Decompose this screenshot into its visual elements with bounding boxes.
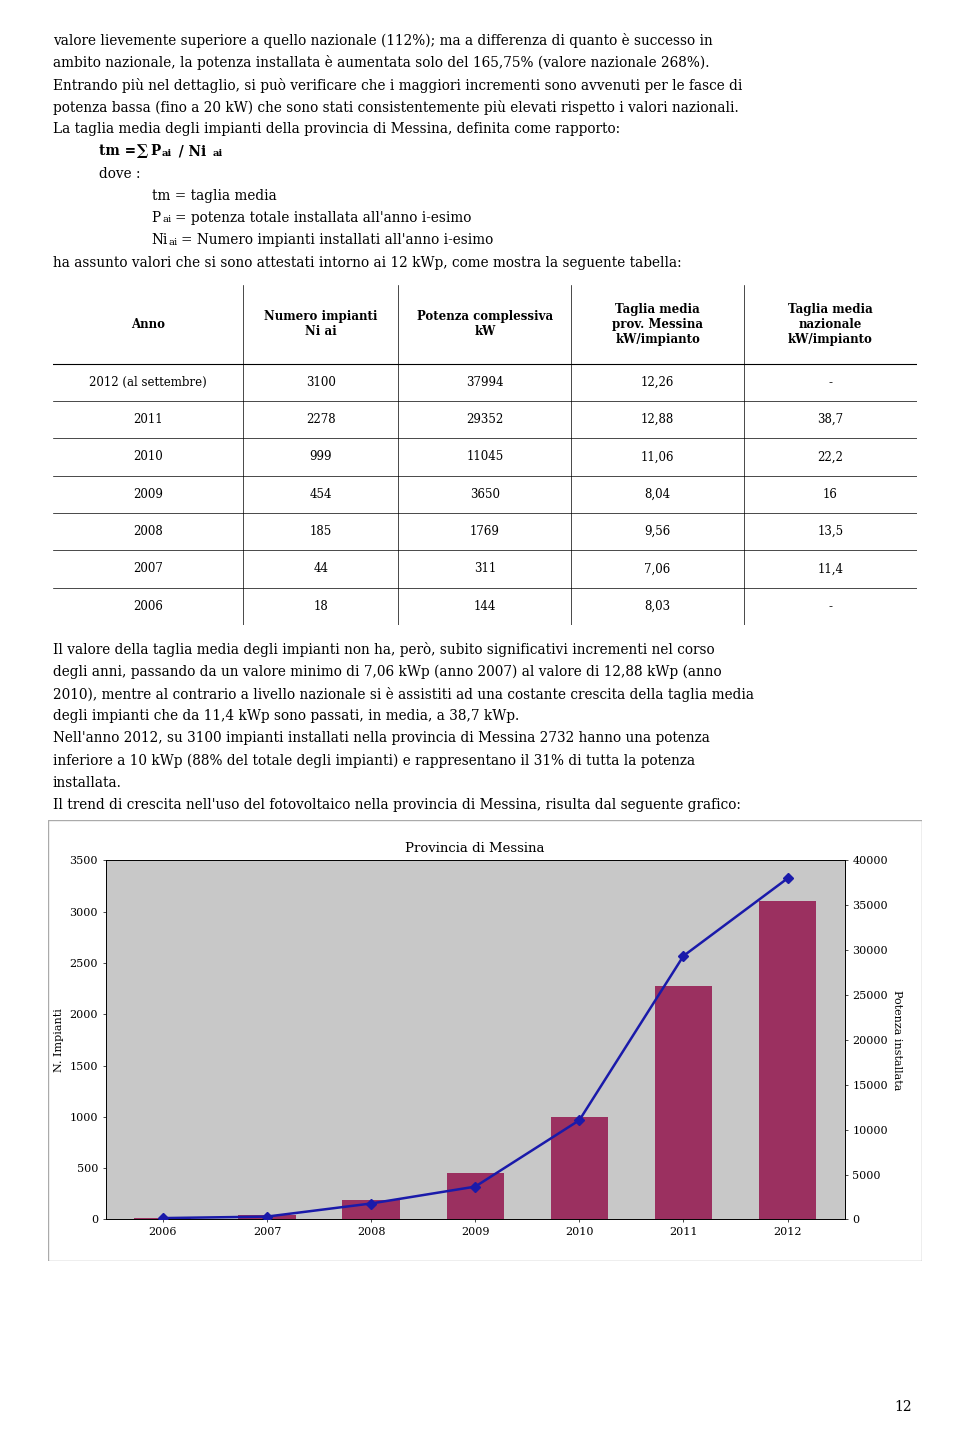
Text: Potenza complessiva
kW: Potenza complessiva kW — [417, 310, 553, 337]
Text: P: P — [151, 144, 161, 158]
Text: Taglia media
prov. Messina
kW/impianto: Taglia media prov. Messina kW/impianto — [612, 303, 703, 346]
Text: 11,06: 11,06 — [641, 451, 674, 464]
Bar — [53, 513, 917, 550]
Text: La taglia media degli impianti della provincia di Messina, definita come rapport: La taglia media degli impianti della pro… — [53, 122, 620, 136]
Text: -: - — [828, 600, 832, 613]
Bar — [53, 401, 917, 438]
Text: ai: ai — [161, 148, 172, 158]
Text: ai: ai — [162, 215, 172, 224]
Bar — [53, 438, 917, 475]
Text: Taglia media
nazionale
kW/impianto: Taglia media nazionale kW/impianto — [788, 303, 873, 346]
Text: Il valore della taglia media degli impianti non ha, però, subito significativi i: Il valore della taglia media degli impia… — [53, 642, 714, 658]
Text: 2006: 2006 — [132, 600, 163, 613]
Text: = potenza totale installata all'anno i-esimo: = potenza totale installata all'anno i-e… — [175, 211, 471, 225]
Text: 1769: 1769 — [469, 526, 500, 538]
Text: 12,26: 12,26 — [641, 376, 674, 389]
Text: potenza bassa (fino a 20 kW) che sono stati consistentemente più elevati rispett: potenza bassa (fino a 20 kW) che sono st… — [53, 99, 738, 115]
Text: 38,7: 38,7 — [817, 414, 844, 426]
Text: 7,06: 7,06 — [644, 563, 671, 576]
Text: 18: 18 — [313, 600, 328, 613]
Title: Provincia di Messina: Provincia di Messina — [405, 841, 545, 854]
Bar — [134, 1218, 191, 1219]
Text: -: - — [828, 376, 832, 389]
Bar — [238, 1215, 296, 1219]
Text: 2278: 2278 — [306, 414, 335, 426]
Text: 454: 454 — [309, 488, 332, 501]
Bar — [53, 363, 917, 401]
Bar — [53, 587, 917, 625]
Text: 29352: 29352 — [467, 414, 503, 426]
Bar — [53, 550, 917, 587]
Text: 8,04: 8,04 — [644, 488, 671, 501]
Text: 13,5: 13,5 — [817, 526, 844, 538]
Text: 37994: 37994 — [466, 376, 504, 389]
Bar — [446, 1173, 504, 1219]
Text: 2011: 2011 — [133, 414, 162, 426]
Text: 16: 16 — [823, 488, 838, 501]
Bar — [53, 475, 917, 513]
Text: = Numero impianti installati all'anno i-esimo: = Numero impianti installati all'anno i-… — [181, 233, 493, 247]
Text: tm = taglia media: tm = taglia media — [152, 188, 276, 202]
Bar — [551, 1117, 608, 1219]
Text: 3650: 3650 — [469, 488, 500, 501]
Text: / Ni: / Ni — [174, 144, 206, 158]
Text: 2012 (al settembre): 2012 (al settembre) — [89, 376, 206, 389]
Text: degli anni, passando da un valore minimo di 7,06 kWp (anno 2007) al valore di 12: degli anni, passando da un valore minimo… — [53, 665, 721, 679]
Text: 9,56: 9,56 — [644, 526, 671, 538]
Text: 999: 999 — [309, 451, 332, 464]
Bar — [53, 284, 917, 363]
Text: P: P — [152, 211, 161, 225]
Text: 144: 144 — [473, 600, 496, 613]
Text: 8,03: 8,03 — [644, 600, 671, 613]
Text: 311: 311 — [473, 563, 496, 576]
Bar — [759, 902, 816, 1219]
Text: installata.: installata. — [53, 775, 122, 790]
Text: 12,88: 12,88 — [641, 414, 674, 426]
Text: Entrando più nel dettaglio, si può verificare che i maggiori incrementi sono avv: Entrando più nel dettaglio, si può verif… — [53, 78, 742, 92]
Text: 3100: 3100 — [305, 376, 336, 389]
Text: tm =: tm = — [99, 144, 141, 158]
Text: Ni: Ni — [152, 233, 168, 247]
Text: ∑: ∑ — [137, 144, 149, 158]
Text: valore lievemente superiore a quello nazionale (112%); ma a differenza di quanto: valore lievemente superiore a quello naz… — [53, 33, 712, 47]
Text: dove :: dove : — [99, 167, 140, 181]
Text: 2010), mentre al contrario a livello nazionale si è assistiti ad una costante cr: 2010), mentre al contrario a livello naz… — [53, 686, 754, 702]
Text: 2007: 2007 — [132, 563, 163, 576]
Text: Nell'anno 2012, su 3100 impianti installati nella provincia di Messina 2732 hann: Nell'anno 2012, su 3100 impianti install… — [53, 731, 709, 745]
Text: Numero impianti
Ni ai: Numero impianti Ni ai — [264, 310, 377, 337]
Text: inferiore a 10 kWp (88% del totale degli impianti) e rappresentano il 31% di tut: inferiore a 10 kWp (88% del totale degli… — [53, 754, 695, 768]
Y-axis label: N. Impianti: N. Impianti — [54, 1008, 64, 1071]
Text: degli impianti che da 11,4 kWp sono passati, in media, a 38,7 kWp.: degli impianti che da 11,4 kWp sono pass… — [53, 709, 519, 722]
Text: ai: ai — [212, 148, 223, 158]
Bar — [343, 1200, 399, 1219]
Text: 185: 185 — [309, 526, 332, 538]
Bar — [655, 985, 712, 1219]
Text: 2009: 2009 — [132, 488, 163, 501]
Y-axis label: Potenza installata: Potenza installata — [892, 989, 902, 1090]
Text: 22,2: 22,2 — [818, 451, 843, 464]
Text: 2010: 2010 — [133, 451, 162, 464]
Text: 44: 44 — [313, 563, 328, 576]
Text: 12: 12 — [895, 1400, 912, 1414]
Text: ai: ai — [169, 237, 179, 247]
Text: ambito nazionale, la potenza installata è aumentata solo del 165,75% (valore naz: ambito nazionale, la potenza installata … — [53, 56, 709, 70]
Text: 11,4: 11,4 — [817, 563, 844, 576]
Text: 11045: 11045 — [467, 451, 503, 464]
Text: ha assunto valori che si sono attestati intorno ai 12 kWp, come mostra la seguen: ha assunto valori che si sono attestati … — [53, 256, 682, 270]
Text: 2008: 2008 — [133, 526, 162, 538]
Text: Anno: Anno — [131, 317, 165, 330]
Text: Il trend di crescita nell'uso del fotovoltaico nella provincia di Messina, risul: Il trend di crescita nell'uso del fotovo… — [53, 798, 741, 811]
